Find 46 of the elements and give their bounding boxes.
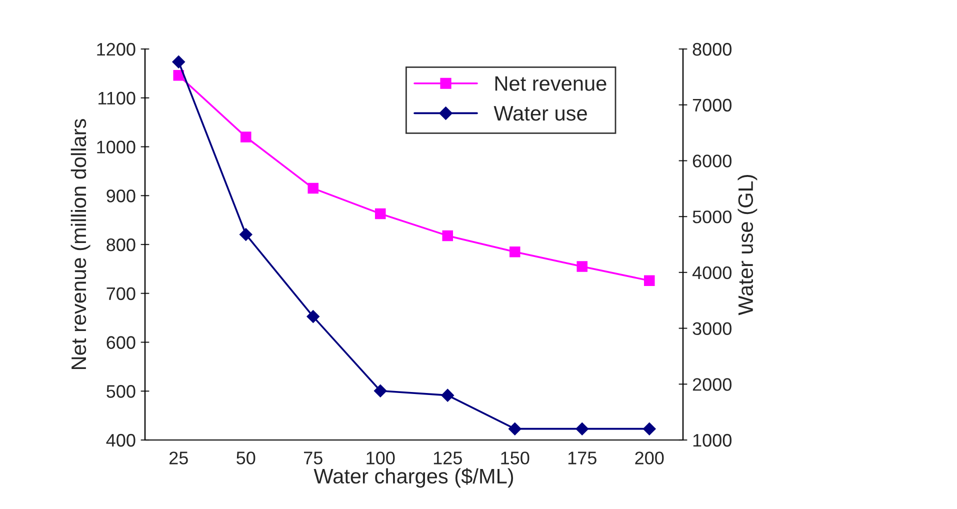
point: [308, 182, 319, 194]
y-tick-label: 1000: [97, 140, 136, 154]
point: [644, 275, 655, 286]
x-tick-label: 50: [236, 452, 256, 464]
y2-tick-label: 3000: [692, 322, 732, 336]
x-tick-label: 75: [304, 452, 322, 464]
x-tick-label: 200: [635, 452, 664, 464]
point: [442, 230, 454, 242]
y2-tick-label: 1000: [693, 434, 732, 447]
y-tick-label: 900: [106, 190, 136, 202]
point: [576, 422, 589, 436]
legend-label: Water use: [494, 106, 587, 121]
x-tick-label: 150: [501, 452, 530, 464]
y-tick-label: 400: [106, 434, 136, 447]
point: [374, 208, 386, 220]
legend-label: Net revenue: [495, 76, 606, 91]
point: [172, 55, 186, 68]
y-axis-title: Net revenue (million dollars: [70, 119, 90, 369]
point: [642, 422, 656, 436]
y-tick-label: 1100: [98, 92, 136, 105]
point: [374, 384, 387, 398]
x-tick-label: 100: [366, 452, 395, 464]
point: [441, 388, 454, 402]
x-tick-label: 25: [169, 452, 188, 464]
y2-axis-title: Water use (GL): [738, 174, 758, 316]
y2-tick-label: 7000: [692, 98, 732, 112]
x-tick-label: 175: [568, 452, 596, 464]
y2-tick-label: 4000: [692, 266, 732, 280]
y-tick-label: 1200: [97, 42, 136, 56]
y-tick-label: 500: [106, 385, 136, 398]
point: [576, 261, 588, 272]
point: [173, 70, 184, 81]
point: [239, 228, 252, 241]
point: [509, 246, 520, 258]
y2-tick-label: 6000: [692, 154, 732, 168]
y2-tick-label: 8000: [692, 42, 732, 56]
y-tick-label: 600: [106, 336, 136, 349]
point: [306, 310, 320, 323]
y2-tick-label: 5000: [692, 210, 732, 224]
y-tick-label: 800: [106, 238, 136, 252]
point: [508, 422, 522, 436]
x-axis-title: Water charges ($/ML): [314, 468, 514, 488]
y2-tick-label: 2000: [692, 378, 732, 391]
point: [240, 132, 252, 142]
x-tick-label: 125: [434, 452, 462, 464]
y-tick-label: 700: [106, 287, 136, 300]
